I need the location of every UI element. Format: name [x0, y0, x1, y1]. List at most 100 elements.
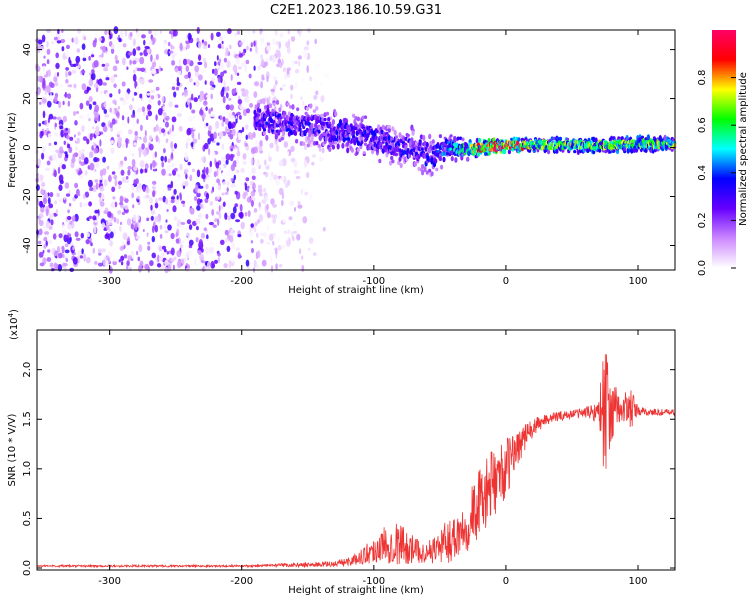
- spectrogram-noise-cell: [236, 169, 240, 174]
- spectrogram-noise-cell: [162, 106, 167, 111]
- spectrogram-noise-cell: [37, 224, 41, 229]
- spectrogram-noise-cell: [170, 257, 175, 263]
- spectrogram-noise-cell: [141, 34, 146, 39]
- spectrogram-noise-cell: [215, 161, 220, 169]
- spectrogram-noise-cell: [68, 146, 73, 153]
- spectrogram-noise-cell: [109, 240, 113, 247]
- spectrogram-noise-cell: [129, 91, 135, 99]
- spectrogram-noise-cell: [275, 263, 278, 271]
- spectrogram-signal-cell: [391, 126, 395, 132]
- spectrogram-noise-cell: [279, 61, 283, 69]
- spectrogram-noise-cell: [227, 215, 231, 221]
- spectrogram-signal-cell: [399, 138, 403, 144]
- spectrogram-noise-cell: [107, 211, 112, 218]
- spectrogram-noise-cell: [241, 126, 245, 133]
- spectrogram-noise-cell: [260, 54, 263, 60]
- spectrogram-noise-cell: [55, 158, 58, 162]
- spectrogram-noise-cell: [157, 100, 161, 106]
- spectrogram-noise-cell: [263, 231, 267, 238]
- spectrogram-noise-cell: [131, 97, 135, 102]
- spectrogram-noise-cell: [199, 109, 204, 116]
- spectrogram-noise-cell: [170, 45, 175, 50]
- spectrogram-noise-cell: [113, 83, 117, 88]
- spectrogram-noise-cell: [298, 60, 301, 67]
- spectrogram-noise-cell: [89, 240, 92, 246]
- spectrogram-noise-cell: [65, 154, 69, 158]
- spectrogram-noise-cell: [272, 203, 277, 208]
- spectrogram-noise-cell: [111, 107, 115, 115]
- spectrogram-noise-cell: [98, 37, 103, 42]
- spectrogram-noise-cell: [245, 259, 250, 267]
- spectrogram-noise-cell: [286, 151, 290, 156]
- spectrogram-noise-cell: [197, 74, 203, 81]
- spectrogram-signal-cell: [334, 111, 338, 117]
- spectrogram-signal-cell: [283, 111, 287, 116]
- spectrogram-signal-cell: [352, 113, 356, 118]
- spectrogram-noise-cell: [205, 192, 210, 200]
- spectrogram-noise-cell: [42, 110, 46, 119]
- spectrogram-signal-cell: [550, 136, 554, 141]
- spectrogram-noise-cell: [291, 253, 295, 260]
- spectrogram-noise-cell: [238, 132, 242, 141]
- spectrogram-noise-cell: [188, 77, 193, 83]
- spectrogram-signal-cell: [277, 129, 281, 136]
- spectrogram-noise-cell: [67, 209, 70, 214]
- spectrogram-noise-cell: [221, 40, 224, 45]
- spectrogram-noise-cell: [63, 129, 69, 134]
- spectrogram-noise-cell: [208, 125, 213, 132]
- spectrogram-noise-cell: [182, 202, 185, 208]
- spectrogram-noise-cell: [194, 65, 200, 73]
- spectrogram-signal-cell: [428, 168, 432, 173]
- spectrogram-noise-cell: [261, 259, 267, 267]
- spectrogram-noise-cell: [119, 246, 124, 251]
- spectrogram-signal-cell: [266, 108, 270, 114]
- spectrogram-noise-cell: [271, 214, 275, 219]
- spectrogram-noise-cell: [82, 202, 88, 207]
- spectrogram-noise-cell: [279, 32, 284, 38]
- spectrogram-noise-cell: [105, 77, 110, 81]
- spectrogram-noise-cell: [169, 132, 175, 140]
- spectrogram-noise-cell: [117, 106, 120, 110]
- spectrogram-noise-cell: [210, 107, 213, 112]
- spectrogram-noise-cell: [40, 161, 44, 169]
- spectrogram-noise-cell: [131, 159, 136, 167]
- spectrogram-noise-cell: [240, 88, 246, 92]
- spectrogram-noise-cell: [139, 168, 144, 174]
- spectrogram-signal-cell: [388, 146, 393, 150]
- spectrogram-signal-cell: [455, 142, 459, 149]
- spectrogram-noise-cell: [294, 207, 296, 212]
- spectrogram-noise-cell: [65, 127, 68, 131]
- spectrogram-noise-cell: [161, 161, 164, 168]
- spectrogram-noise-cell: [146, 68, 152, 74]
- spectrogram-noise-cell: [232, 64, 238, 73]
- spectrogram-noise-cell: [126, 66, 129, 70]
- spectrogram-noise-cell: [302, 49, 306, 54]
- spectrogram-noise-cell: [158, 137, 161, 144]
- spectrogram-noise-cell: [229, 44, 232, 50]
- spectrogram-noise-cell: [85, 239, 90, 245]
- spectrogram-signal-cell: [305, 106, 309, 111]
- y-tick-label: 0.5: [22, 510, 33, 526]
- spectrogram-signal-cell: [331, 131, 335, 136]
- spectrogram-signal-cell: [315, 141, 319, 146]
- spectrogram-noise-cell: [59, 146, 64, 154]
- spectrogram-noise-cell: [220, 71, 225, 78]
- spectrogram-noise-cell: [62, 115, 67, 123]
- spectrogram-signal-cell: [428, 133, 432, 140]
- spectrogram-signal-cell: [449, 134, 453, 138]
- figure-title: C2E1.2023.186.10.59.G31: [270, 3, 442, 18]
- spectrogram-noise-cell: [68, 219, 71, 224]
- spectrogram-noise-cell: [119, 221, 123, 226]
- spectrogram-noise-cell: [244, 89, 249, 96]
- spectrogram-noise-cell: [225, 92, 229, 99]
- spectrogram-noise-cell: [109, 231, 114, 239]
- spectrogram-noise-cell: [242, 160, 247, 165]
- spectrogram-noise-cell: [267, 135, 273, 141]
- spectrogram-noise-cell: [62, 253, 65, 259]
- spectrogram-signal-cell: [377, 124, 381, 130]
- spectrogram-noise-cell: [117, 180, 123, 186]
- spectrogram-noise-cell: [138, 264, 143, 273]
- spectrogram-signal-cell: [510, 137, 514, 141]
- spectrogram-noise-cell: [138, 221, 143, 228]
- spectrogram-noise-cell: [67, 128, 71, 135]
